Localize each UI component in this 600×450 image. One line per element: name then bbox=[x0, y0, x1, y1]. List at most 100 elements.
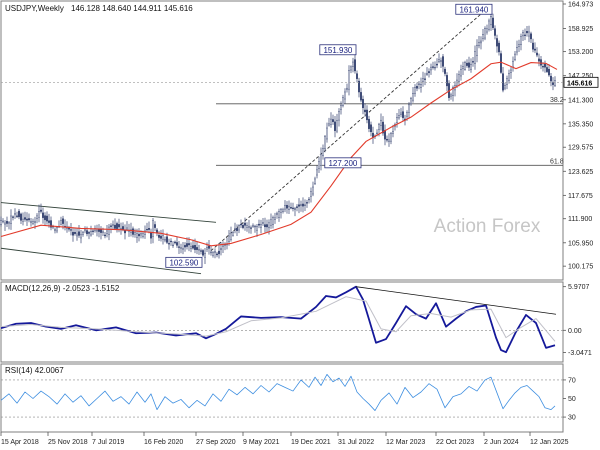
macd-title: MACD(12,26,9) -2.0523 -1.5152 bbox=[5, 284, 120, 293]
candle-body bbox=[416, 86, 418, 89]
candle-body bbox=[30, 221, 32, 223]
candle-body bbox=[204, 253, 206, 258]
price-axis-label: 164.973 bbox=[568, 2, 593, 9]
candle-body bbox=[250, 227, 252, 229]
candle-body bbox=[34, 221, 36, 223]
candle-body bbox=[8, 222, 10, 224]
candle-body bbox=[458, 74, 460, 82]
date-axis-label: 12 Mar 2023 bbox=[386, 439, 425, 446]
candle-body bbox=[378, 123, 380, 130]
candle-body bbox=[306, 202, 308, 204]
candle-body bbox=[422, 78, 424, 82]
candle-body bbox=[266, 224, 268, 228]
price-axis-label: 141.300 bbox=[568, 97, 593, 104]
candle-body bbox=[238, 225, 240, 231]
candle-body bbox=[534, 48, 536, 51]
candle-body bbox=[116, 223, 118, 229]
candle-body bbox=[322, 148, 324, 157]
candle-body bbox=[48, 220, 50, 223]
candle-body bbox=[248, 226, 250, 228]
candle-body bbox=[172, 244, 174, 247]
candle-body bbox=[190, 246, 192, 249]
candle-body bbox=[12, 216, 14, 218]
candle-body bbox=[206, 247, 208, 250]
candle-body bbox=[512, 61, 514, 68]
candle-body bbox=[242, 224, 244, 228]
last-price-label: 145.616 bbox=[567, 80, 592, 87]
candle-body bbox=[428, 71, 430, 73]
candle-body bbox=[126, 227, 128, 230]
candle-body bbox=[434, 66, 436, 69]
price-panel-frame bbox=[0, 0, 564, 281]
candle-body bbox=[544, 63, 546, 68]
candle-body bbox=[230, 232, 232, 240]
candle-body bbox=[410, 98, 412, 105]
price-annotation-label: 151.930 bbox=[323, 46, 352, 55]
candle-body bbox=[50, 220, 52, 228]
candle-body bbox=[490, 16, 492, 26]
price-annotation-label: 161.940 bbox=[459, 5, 488, 14]
candle-body bbox=[286, 204, 288, 209]
candle-body bbox=[202, 250, 204, 256]
candle-body bbox=[424, 78, 426, 80]
candle-body bbox=[26, 218, 28, 221]
candle-body bbox=[252, 225, 254, 227]
candle-body bbox=[366, 109, 368, 121]
candle-body bbox=[260, 224, 262, 228]
price-axis-label: 100.175 bbox=[568, 264, 593, 271]
candle-body bbox=[86, 230, 88, 235]
candle-body bbox=[276, 212, 278, 215]
price-axis-label: 158.925 bbox=[568, 26, 593, 33]
macd-axis-label: 5.9707 bbox=[568, 284, 590, 291]
candle-body bbox=[122, 226, 124, 230]
candle-body bbox=[302, 203, 304, 207]
candle-body bbox=[36, 215, 38, 219]
date-axis-label: 19 Dec 2021 bbox=[291, 439, 331, 446]
rsi-axis-label: 30 bbox=[568, 415, 576, 422]
fib-level-label: 61.8 bbox=[550, 158, 564, 165]
candle-body bbox=[44, 215, 46, 221]
candle-body bbox=[136, 232, 138, 238]
candle-body bbox=[88, 232, 90, 234]
candle-body bbox=[150, 232, 152, 239]
candle-body bbox=[182, 248, 184, 250]
candle-body bbox=[200, 250, 202, 252]
candle-body bbox=[540, 59, 542, 66]
candle-body bbox=[134, 232, 136, 235]
date-axis-label: 22 Oct 2023 bbox=[436, 439, 474, 446]
candle-body bbox=[398, 115, 400, 119]
date-axis-label: 31 Jul 2022 bbox=[338, 439, 374, 446]
price-annotation-box bbox=[165, 256, 203, 268]
candle-body bbox=[96, 229, 98, 232]
candle-body bbox=[100, 229, 102, 233]
candle-body bbox=[118, 224, 120, 228]
candle-body bbox=[68, 228, 70, 230]
candle-body bbox=[320, 153, 322, 166]
rsi-axis-label: 70 bbox=[568, 377, 576, 384]
candle-body bbox=[92, 230, 94, 232]
candle-body bbox=[214, 251, 216, 253]
candle-body bbox=[188, 243, 190, 246]
candle-body bbox=[296, 206, 298, 208]
candle-body bbox=[20, 213, 22, 221]
candle-body bbox=[106, 230, 108, 234]
candle-body bbox=[22, 218, 24, 222]
candle-body bbox=[28, 218, 30, 221]
price-axis-label: 123.625 bbox=[568, 169, 593, 176]
candle-body bbox=[290, 207, 292, 209]
candle-body bbox=[162, 235, 164, 240]
candle-body bbox=[228, 235, 230, 242]
candle-body bbox=[218, 250, 220, 255]
candle-body bbox=[208, 245, 210, 249]
candle-body bbox=[408, 104, 410, 113]
candle-body bbox=[346, 87, 348, 90]
candle-body bbox=[262, 222, 264, 224]
candle-body bbox=[120, 228, 122, 230]
chart-symbol-title: USDJPY,Weekly bbox=[5, 4, 64, 13]
candle-body bbox=[254, 225, 256, 228]
candle-body bbox=[282, 209, 284, 212]
candle-body bbox=[430, 66, 432, 71]
candle-body bbox=[176, 242, 178, 246]
candle-body bbox=[0, 220, 2, 225]
